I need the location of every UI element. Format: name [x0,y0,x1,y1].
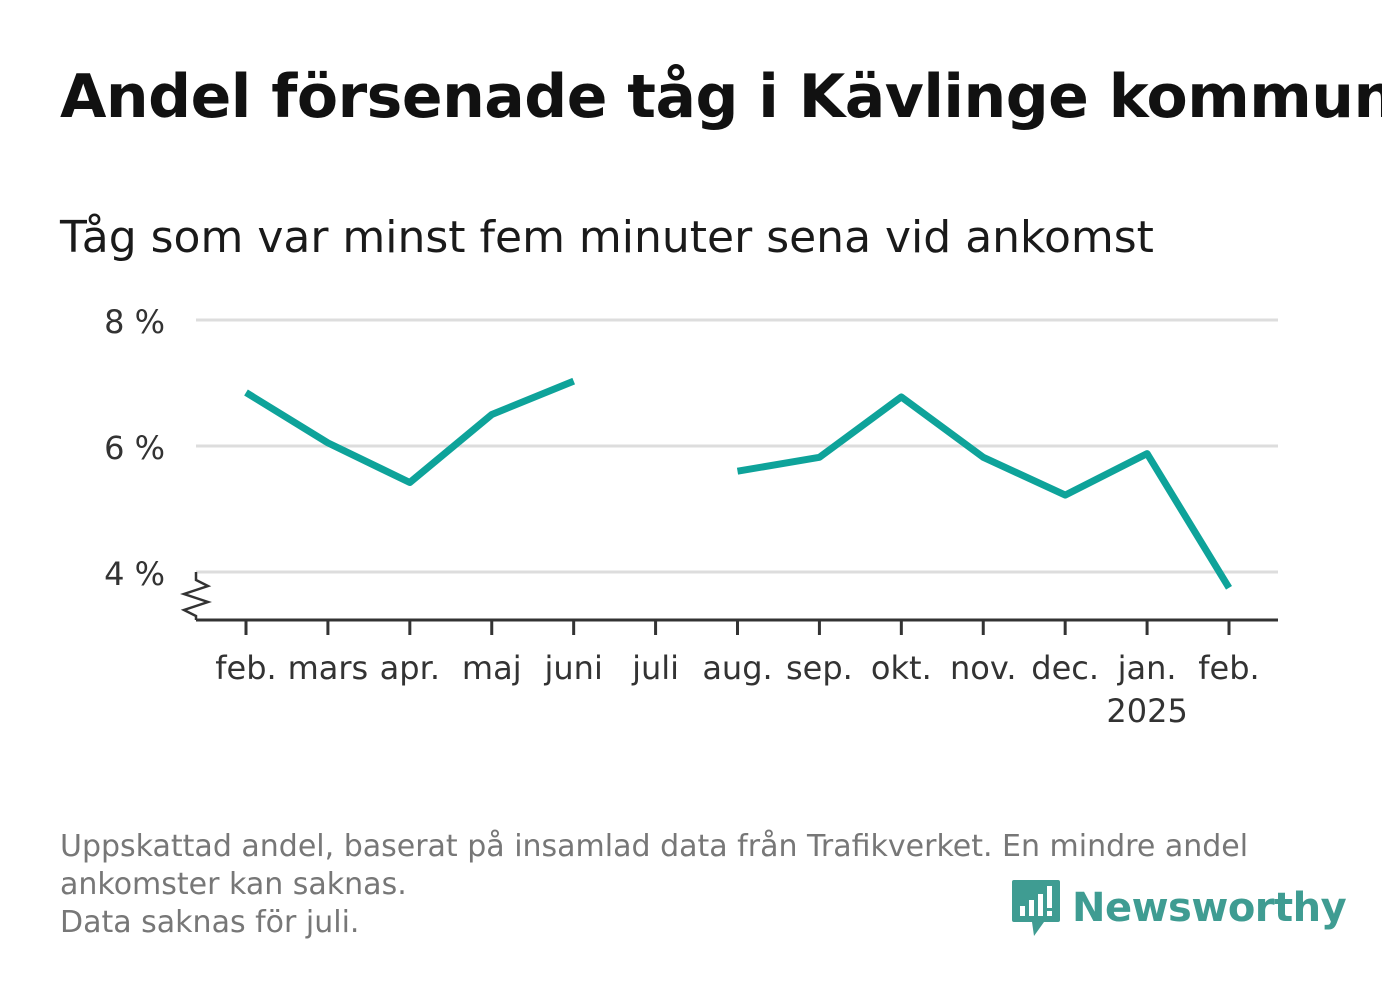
footnote-line: Uppskattad andel, baserat på insamlad da… [60,829,1249,864]
axis-break-icon [180,572,212,620]
footnote: Uppskattad andel, baserat på insamlad da… [60,828,1320,942]
chart-subtitle: Tåg som var minst fem minuter sena vid a… [60,212,1154,263]
series-line [244,377,576,486]
x-tick-label: mars [288,649,369,687]
x-tick-label: dec. [1031,649,1099,687]
x-tick-label: aug. [702,649,772,687]
gridlines [196,318,1278,574]
x-year-label: 2025 [1106,692,1187,730]
x-tick-label: juli [631,649,679,687]
x-tick-label: feb. [215,649,276,687]
x-tick-label: juni [543,649,602,687]
x-tick-label: maj [462,649,522,687]
y-tick-label: 4 % [104,555,165,593]
x-tick-label: okt. [871,649,932,687]
newsworthy-logo-icon [1012,880,1060,936]
line-chart: 4 % 6 % 8 % feb. mars apr. maj juni juli aug. sep… [104,303,1278,730]
chart-title: Andel försenade tåg i Kävlinge kommun [60,62,1382,132]
footnote-line: ankomster kan saknas. [60,867,407,902]
y-tick-label: 6 % [104,429,165,467]
x-tick-label: nov. [950,649,1016,687]
brand-logo: Newsworthy [1010,878,1347,938]
x-tick-label: jan. [1117,649,1177,687]
series-line [736,393,1232,590]
x-tick-label: sep. [786,649,853,687]
x-tick-label: feb. [1198,649,1259,687]
y-tick-label: 8 % [104,303,165,341]
x-axis: feb. mars apr. maj juni juli aug. sep. okt. nov. d… [196,618,1278,730]
x-tick-label: apr. [380,649,440,687]
footnote-line: Data saknas för juli. [60,905,360,940]
brand-name: Newsworthy [1072,885,1347,931]
series-lines [244,377,1232,590]
y-axis: 4 % 6 % 8 % [104,303,212,620]
